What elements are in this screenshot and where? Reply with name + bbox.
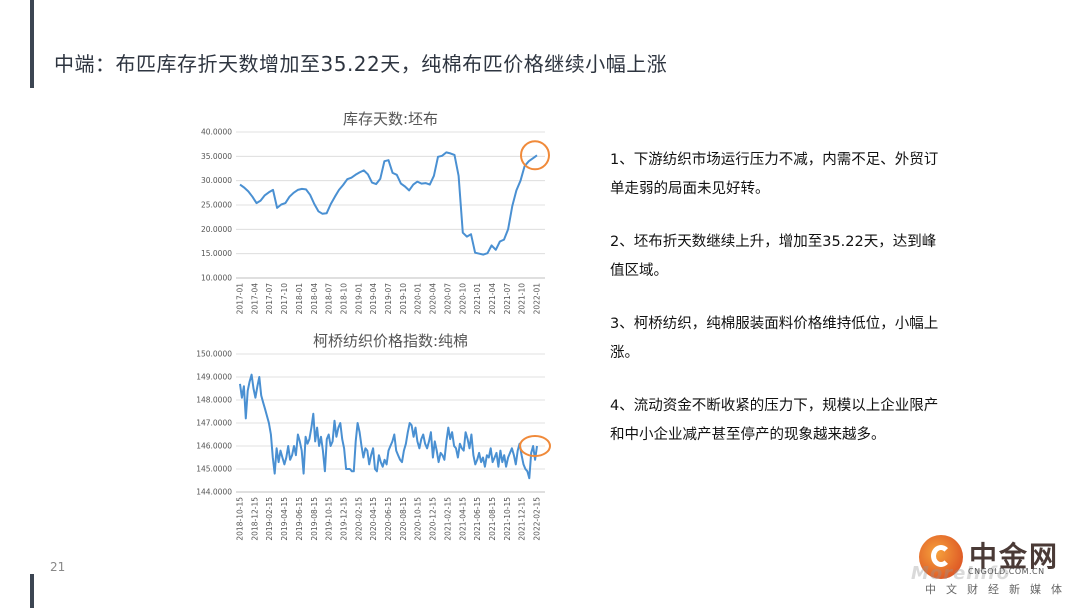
y-tick-label: 147.0000 — [196, 419, 232, 428]
note-item: 4、流动资金不断收紧的压力下，规模以上企业限产和中小企业减产甚至停产的现象越来越… — [610, 398, 939, 443]
x-tick-label: 2019-04 — [369, 283, 378, 315]
notes-list: 1、下游纺织市场运行压力不减，内需不足、外贸订单走弱的局面未见好转。 2、坯布折… — [610, 146, 940, 474]
x-tick-label: 2022-01 — [533, 283, 542, 315]
series-line — [239, 151, 538, 256]
x-tick-label: 2019-10 — [399, 283, 408, 315]
x-tick-label: 2017-10 — [280, 283, 289, 315]
x-tick-label: 2021-12-15 — [518, 497, 527, 541]
cngold-logo: MoreInfo 中金网 CNGOLD.COM.CN 中文财经新媒体 — [905, 533, 1080, 608]
y-tick-label: 145.0000 — [196, 465, 232, 474]
y-tick-label: 20.0000 — [201, 225, 232, 234]
x-tick-label: 2020-04-15 — [369, 497, 378, 541]
y-tick-label: 149.0000 — [196, 373, 232, 382]
x-tick-label: 2022-02-15 — [533, 497, 542, 541]
x-tick-label: 2019-10-15 — [325, 497, 334, 541]
y-tick-label: 10.0000 — [201, 274, 232, 283]
x-tick-label: 2021-10-15 — [503, 497, 512, 541]
x-tick-label: 2020-01 — [414, 283, 423, 315]
x-tick-label: 2018-10 — [339, 283, 348, 315]
x-tick-label: 2021-01 — [473, 283, 482, 315]
inventory-days-chart: 库存天数:坯布 10.0000 15.0000 20.0000 25.0000 30.00… — [190, 104, 560, 326]
logo-tagline: 中文财经新媒体 — [925, 583, 1072, 596]
price-index-chart: 柯桥纺织价格指数:纯棉 144.0000 145.0000 146.0000 147.0… — [190, 326, 560, 542]
x-tick-label: 2021-06-15 — [473, 497, 482, 541]
chart-title: 库存天数:坯布 — [343, 110, 438, 128]
x-tick-label: 2021-02-15 — [443, 497, 452, 541]
series-line — [239, 373, 538, 480]
y-tick-label: 30.0000 — [201, 176, 232, 185]
x-tick-label: 2017-01 — [236, 283, 245, 315]
logo-domain: CNGOLD.COM.CN — [968, 567, 1045, 576]
x-tick-label: 2019-08-15 — [310, 497, 319, 541]
x-tick-label: 2018-10-15 — [236, 497, 245, 541]
highlight-circle — [520, 140, 550, 171]
cngold-logo-icon — [919, 535, 963, 579]
logo-name: 中金网 — [969, 540, 1060, 573]
x-tick-label: 2018-12-15 — [250, 497, 259, 541]
note-item: 2、坯布折天数继续上升，增加至35.22天，达到峰值区域。 — [610, 234, 937, 279]
x-tick-label: 2019-12-15 — [339, 497, 348, 541]
x-tick-label: 2021-04 — [488, 283, 497, 315]
x-tick-label: 2020-06-15 — [384, 497, 393, 541]
x-tick-label: 2021-10 — [518, 283, 527, 315]
x-tick-label: 2019-07 — [384, 283, 393, 315]
slide-title: 中端：布匹库存折天数增加至35.22天，纯棉布匹价格继续小幅上涨 — [54, 52, 668, 76]
highlight-circle — [519, 435, 551, 457]
page-number: 21 — [50, 560, 66, 574]
x-tick-label: 2020-04 — [429, 283, 438, 315]
x-tick-label: 2020-10 — [458, 283, 467, 315]
x-tick-label: 2019-04-15 — [280, 497, 289, 541]
x-tick-label: 2020-07 — [443, 283, 452, 315]
x-tick-label: 2017-07 — [265, 283, 274, 315]
note-item: 1、下游纺织市场运行压力不减，内需不足、外贸订单走弱的局面未见好转。 — [610, 152, 939, 197]
y-tick-label: 150.0000 — [196, 350, 232, 359]
y-tick-label: 35.0000 — [201, 152, 232, 161]
x-tick-label: 2019-06-15 — [295, 497, 304, 541]
title-accent-bar — [30, 0, 34, 88]
y-tick-label: 15.0000 — [201, 249, 232, 258]
footer-accent-bar — [30, 574, 34, 608]
x-tick-label: 2021-04-15 — [458, 497, 467, 541]
y-tick-label: 40.0000 — [201, 128, 232, 137]
x-tick-label: 2020-12-15 — [429, 497, 438, 541]
chart-svg: 库存天数:坯布 10.0000 15.0000 20.0000 25.0000 30.00… — [201, 110, 550, 315]
y-tick-label: 148.0000 — [196, 396, 232, 405]
x-tick-label: 2019-01 — [354, 283, 363, 315]
x-tick-label: 2020-02-15 — [354, 497, 363, 541]
x-tick-label: 2019-02-15 — [265, 497, 274, 541]
x-tick-label: 2021-07 — [503, 283, 512, 315]
y-tick-label: 25.0000 — [201, 201, 232, 210]
x-tick-label: 2020-08-15 — [399, 497, 408, 541]
x-tick-label: 2018-01 — [295, 283, 304, 315]
x-tick-label: 2018-07 — [325, 283, 334, 315]
x-tick-label: 2020-10-15 — [414, 497, 423, 541]
chart-title: 柯桥纺织价格指数:纯棉 — [313, 332, 468, 350]
y-tick-label: 144.0000 — [196, 488, 232, 497]
x-tick-label: 2021-08-15 — [488, 497, 497, 541]
y-tick-label: 146.0000 — [196, 442, 232, 451]
x-tick-label: 2018-04 — [310, 283, 319, 315]
watermark-text: MoreInfo — [911, 563, 1011, 584]
x-tick-label: 2017-04 — [250, 283, 259, 315]
note-item: 3、柯桥纺织，纯棉服装面料价格维持低位，小幅上涨。 — [610, 316, 939, 361]
chart-svg: 柯桥纺织价格指数:纯棉 144.0000 145.0000 146.0000 147.0… — [196, 332, 551, 541]
